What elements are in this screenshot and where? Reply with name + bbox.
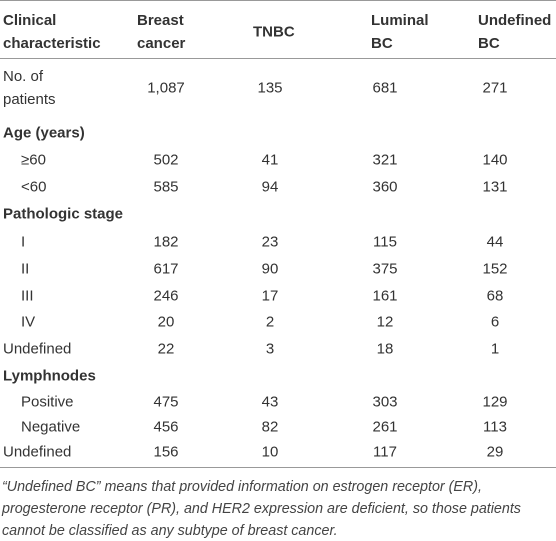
cell-value: 12 [376,313,394,331]
cell-value: 271 [482,79,508,97]
cell-value: 375 [372,260,398,278]
section-label: Lymphnodes [3,367,96,385]
cell-value: 156 [153,443,179,461]
footnote: “Undefined BC” means that provided infor… [2,479,521,539]
cell-value: 261 [372,418,398,436]
top-rule [0,0,556,1]
cell-value: 129 [482,393,508,411]
column-header: Clinical characteristic [3,12,101,52]
cell-value: 246 [153,287,179,305]
cell-value: 22 [157,340,175,358]
header-rule [0,58,556,59]
cell-value: 10 [261,443,279,461]
cell-value: 20 [157,313,175,331]
row-label: Negative [21,418,81,436]
section-label: Age (years) [3,124,85,142]
cell-value: 456 [153,418,179,436]
row-label: Positive [21,393,74,411]
cell-value: 117 [373,443,397,461]
row-label: II [21,260,30,278]
cell-value: 17 [261,287,279,305]
cell-value: 29 [486,443,504,461]
cell-value: 681 [372,79,398,97]
bottom-rule [0,467,556,468]
cell-value: 140 [482,151,508,169]
row-label: Undefined [3,443,72,461]
row-label: <60 [21,178,47,196]
cell-value: 115 [373,233,397,251]
cell-value: 617 [153,260,179,278]
row-label: IV [21,313,36,331]
cell-value: 131 [482,178,508,196]
row-label: III [21,287,34,305]
cell-value: 303 [372,393,398,411]
cell-value: 94 [261,178,279,196]
row-label: Undefined [3,340,72,358]
cell-value: 1 [490,340,500,358]
cell-value: 321 [372,151,398,169]
cell-value: 182 [153,233,179,251]
cell-value: 44 [486,233,504,251]
section-label: Pathologic stage [3,205,124,223]
cell-value: 135 [257,79,283,97]
cell-value: 2 [265,313,275,331]
cell-value: 90 [261,260,279,278]
cell-value: 585 [153,178,179,196]
column-header: Luminal BC [371,12,429,52]
cell-value: 68 [486,287,504,305]
column-header: Breast cancer [137,12,186,52]
cell-value: 82 [261,418,279,436]
row-label: ≥60 [21,151,46,169]
row-label: I [21,233,26,251]
cell-value: 161 [372,287,398,305]
row-label: No. of patients [3,68,56,108]
column-header: Undefined BC [478,12,552,52]
cell-value: 43 [261,393,279,411]
cell-value: 475 [153,393,179,411]
cell-value: 6 [490,313,500,331]
cell-value: 113 [483,418,507,436]
cell-value: 502 [153,151,179,169]
cell-value: 23 [261,233,279,251]
cell-value: 360 [372,178,398,196]
cell-value: 18 [376,340,394,358]
cell-value: 1,087 [147,79,185,97]
column-header: TNBC [253,23,295,41]
cell-value: 152 [482,260,508,278]
cell-value: 3 [265,340,275,358]
cell-value: 41 [261,151,279,169]
